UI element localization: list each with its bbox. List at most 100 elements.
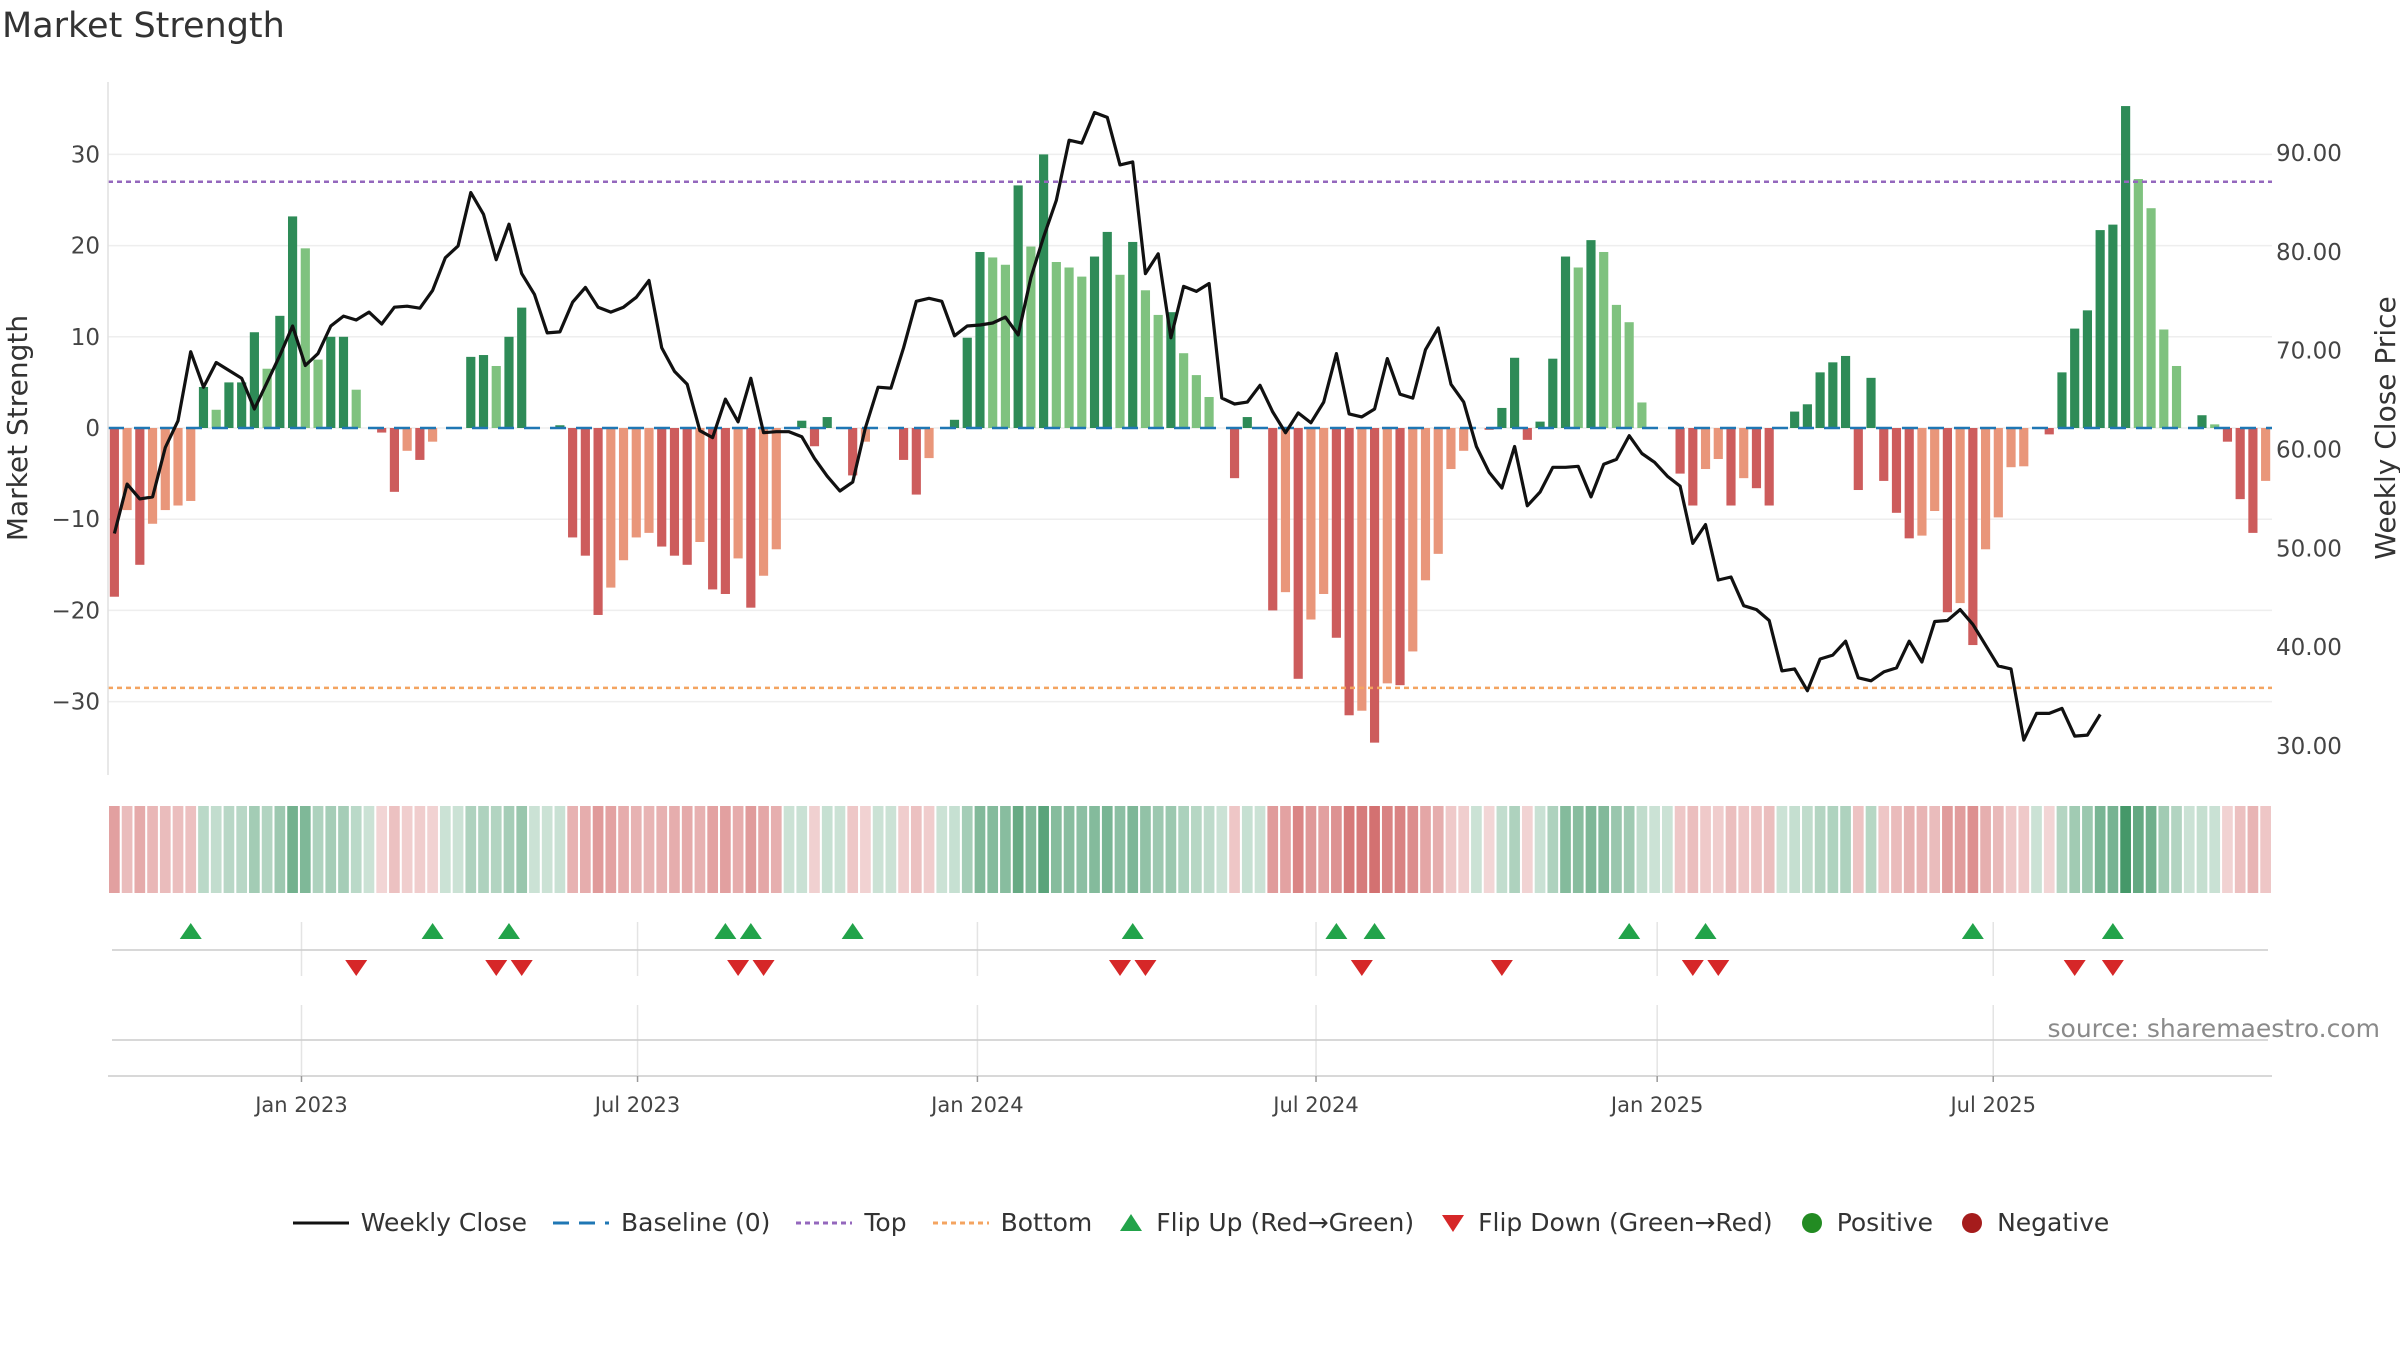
heat-cell [490,806,502,893]
strength-bar [746,428,756,608]
heat-cell [185,806,197,893]
legend-label: Baseline (0) [621,1208,771,1237]
strength-bar [860,428,870,442]
heat-cell [1025,806,1037,893]
heat-cell [1000,806,1011,893]
y-right-tick-label: 60.00 [2276,438,2342,464]
heat-cell [2082,806,2093,893]
weekly-close-line [112,110,2102,742]
strength-bar [1917,428,1927,536]
heat-cell [1267,806,1279,893]
heat-cell [821,806,833,893]
strength-bar [2171,365,2182,428]
weekly-close-line-group [112,110,2102,742]
legend-item-flip-up: Flip Up (Red→Green) [1116,1208,1414,1237]
heat-cell [1992,806,2004,893]
y-left-tick-label: −10 [51,507,100,533]
strength-bar [1726,428,1736,506]
heat-cell [2094,806,2106,893]
flip-up-marker [1694,923,1717,939]
heat-cell [401,806,413,893]
strength-bar [822,417,832,428]
flip-up-marker [2101,923,2124,939]
heat-cell [567,806,578,893]
legend-swatch-icon [931,1213,1001,1233]
strength-bar [2070,328,2080,428]
strength-bar [2057,372,2067,428]
flip-up-marker [1618,923,1641,939]
strength-bar [262,368,272,428]
flip-up-marker [739,923,762,939]
strength-bar [1611,304,1622,428]
heat-cell [159,806,171,893]
heat-cell [2234,806,2246,893]
legend-swatch-icon [1957,1211,1997,1235]
heat-cell [389,806,400,893]
heat-cell [287,806,298,893]
strength-bar [618,428,629,561]
heat-cell [1331,806,1342,893]
strength-bar [326,336,336,428]
strength-bar [300,248,310,428]
strength-bar [606,428,616,588]
heat-cell [1012,806,1024,893]
strength-bar [1993,428,2003,518]
heat-cell [1954,806,1966,893]
heat-cell [1967,806,1979,893]
heat-cell [1063,806,1075,893]
strength-bar [147,428,158,524]
flip-up-marker [497,923,520,939]
strength-bar [1382,428,1392,684]
strength-bar [682,428,692,565]
heat-cell [1865,806,1877,893]
flip-down-marker [2101,960,2124,976]
legend-swatch-icon [1116,1211,1156,1235]
strength-bar [797,420,807,428]
strength-bar [2197,415,2207,428]
strength-bar [1089,256,1100,428]
y-right-tick-label: 30.00 [2276,734,2342,760]
legend-swatch-icon [794,1213,864,1233]
legend-item-negative: Negative [1957,1208,2109,1237]
strength-bar [1013,185,1023,428]
legend-item-top: Top [794,1208,907,1237]
heat-cell [198,806,209,893]
heat-cell [1152,806,1164,893]
legend-label: Flip Down (Green→Red) [1478,1208,1773,1237]
heat-cell [669,806,680,893]
strength-bar [2248,428,2258,533]
heat-cell [681,806,693,893]
flip-down-marker [1681,960,1704,976]
x-date-tick-label: Jan 2024 [929,1093,1024,1117]
heat-cell [1776,806,1788,893]
strength-bar [1306,428,1316,620]
strength-bar [338,336,349,428]
strength-bar [1064,267,1074,428]
reference-lines [108,180,2272,690]
heat-cell [1165,806,1177,893]
strength-bar [1191,375,1201,428]
y-left-tick-label: 0 [85,416,100,442]
strength-bar [186,428,196,501]
heat-cell [732,806,744,893]
heat-cell [2171,806,2182,893]
heat-cell [847,806,859,893]
strength-bar [975,251,985,428]
strength-bar [1026,246,1036,428]
strength-bar [1204,396,1214,428]
heat-cell [427,806,438,893]
heat-cell [1687,806,1699,893]
x-date-tick-label: Jul 2023 [593,1093,680,1117]
heat-cell [210,806,222,893]
heat-cell [147,806,158,893]
flip-down-marker [727,960,750,976]
strength-bar [1331,428,1341,638]
heat-cell [325,806,337,893]
heat-cell [592,806,604,893]
strength-bar [1739,428,1749,479]
strength-bar [988,257,998,428]
strength-bar [198,386,209,428]
heat-cell [223,806,235,893]
strength-bar [428,428,438,442]
strength-bar [109,428,119,597]
